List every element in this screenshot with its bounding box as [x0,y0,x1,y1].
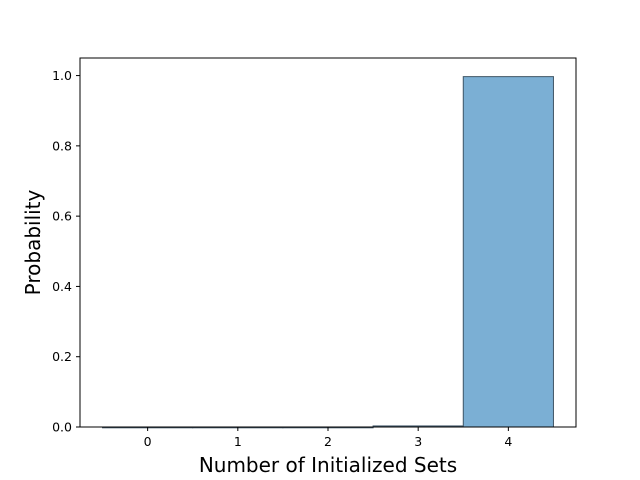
x-axis-label: Number of Initialized Sets [199,453,457,477]
y-tick-label: 0.0 [52,420,72,435]
x-tick-label: 4 [504,434,512,449]
y-axis-label: Probability [21,189,45,295]
x-tick-label: 2 [324,434,332,449]
y-tick-label: 0.4 [52,279,72,294]
y-tick-label: 0.6 [52,209,72,224]
x-axis: 0 1 2 3 4 [144,427,512,449]
bar-4 [462,76,554,428]
y-tick-label: 1.0 [52,68,72,83]
y-axis: 0.0 0.2 0.4 0.6 0.8 1.0 [52,68,80,435]
y-tick-label: 0.2 [52,349,72,364]
x-tick-label: 1 [234,434,242,449]
y-tick-label: 0.8 [52,138,72,153]
x-tick-label: 3 [414,434,422,449]
x-tick-label: 0 [144,434,152,449]
